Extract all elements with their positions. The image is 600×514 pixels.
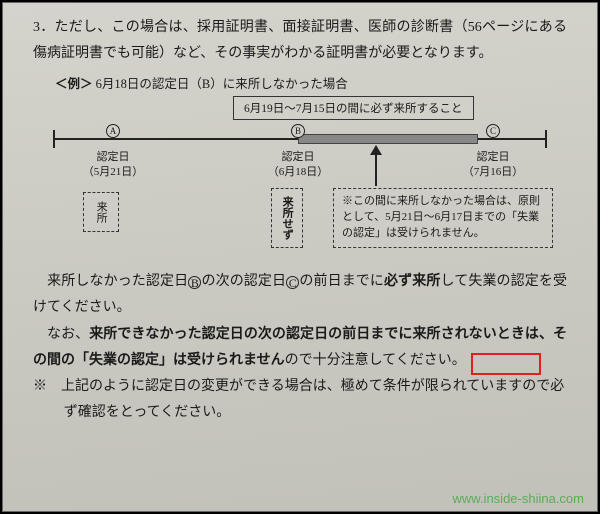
p3-pre: なお、 [33,327,89,342]
watermark: www.inside-shiina.com [453,491,585,506]
p2-strong: 必ず来所 [384,272,440,288]
timeline-diagram: 6月19日〜7月15日の間に必ず来所すること A 認定日 （5月21日） B 認… [53,96,547,256]
p4-text: 上記のように認定日の変更ができる場合は、極めて条件が限られていますので必ず確認を… [61,379,564,420]
node-a-line1: 認定日 [73,150,153,165]
example-header: ＜例＞ 6月18日の認定日（B）に来所しなかった場合 [55,73,567,92]
timeline-tick-start [53,130,55,148]
example-title: 6月18日の認定日（B）に来所しなかった場合 [96,77,348,91]
circled-b: B [188,276,201,289]
node-c-line2: （7月16日） [453,165,533,180]
node-b: B 認定日 （6月18日） [258,150,338,181]
node-a-line2: （5月21日） [73,165,153,180]
timeline-highlight [298,134,478,144]
diagram-banner: 6月19日〜7月15日の間に必ず来所すること [233,96,474,120]
box-note: ※この間に来所しなかった場合は、原則として、5月21日〜6月17日までの「失業の… [333,188,553,248]
paragraph-4: ※ 上記のように認定日の変更ができる場合は、極めて条件が限られていますので必ず確… [33,374,567,426]
node-a: A 認定日 （5月21日） [73,150,153,181]
document-page: 3．ただし、この場合は、採用証明書、面接証明書、医師の診断書（56ページにある傷… [2,2,598,512]
node-a-mark: A [106,124,120,138]
p2-mid: の次の認定日 [201,274,286,289]
p2-pre: 来所しなかった認定日 [33,274,188,289]
p4-mark: ※ [33,379,47,394]
box-visit: 来所 [83,192,119,232]
p2-post1: の前日までに [299,274,384,289]
timeline-tick-end [545,130,547,148]
node-b-mark: B [291,124,305,138]
node-c-mark: C [486,124,500,138]
node-c-line1: 認定日 [453,150,533,165]
item-number: 3． [33,20,55,35]
box-no-visit: 来所せず [271,188,303,248]
arrow-icon [375,146,377,186]
example-tag: ＜例＞ [55,77,93,91]
paragraph-1: 3．ただし、この場合は、採用証明書、面接証明書、医師の診断書（56ページにある傷… [33,15,567,67]
para1-text: ただし、この場合は、採用証明書、面接証明書、医師の診断書（56ページにある傷病証… [33,20,567,61]
node-b-line1: 認定日 [258,150,338,165]
paragraph-2: 来所しなかった認定日Bの次の認定日Cの前日までに必ず来所して失業の認定を受けてく… [33,268,567,321]
p3-post: ので十分注意してください。 [285,353,466,368]
node-c: C 認定日 （7月16日） [453,150,533,181]
node-b-line2: （6月18日） [258,165,338,180]
circled-c: C [286,276,299,289]
paragraph-3: なお、来所できなかった認定日の次の認定日の前日までに来所されないときは、その間の… [33,321,567,375]
